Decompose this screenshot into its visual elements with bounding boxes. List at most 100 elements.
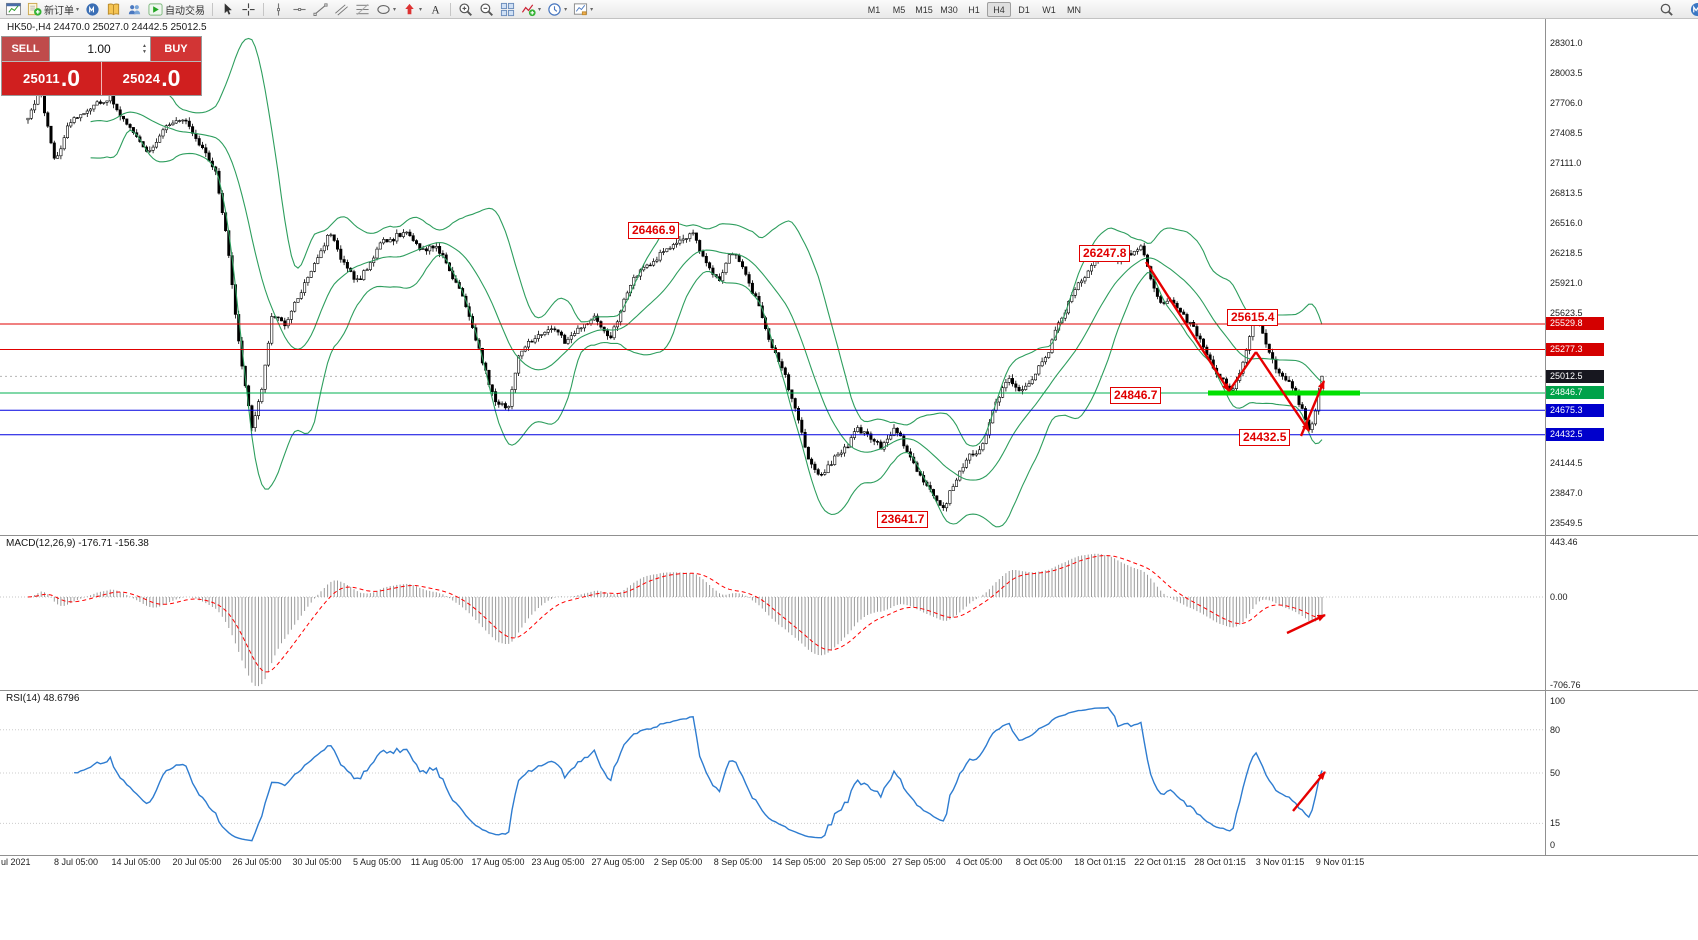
shapes-icon [376,2,391,17]
text-icon: A [428,2,443,17]
time-axis-label: 5 Aug 05:00 [352,857,402,867]
search-icon[interactable] [1657,1,1676,18]
time-axis-label: 4 Oct 05:00 [955,857,1003,867]
zoom-out-icon[interactable] [477,1,496,18]
bollinger-lower-band [90,129,1323,528]
time-axis-label: ul 2021 [1,857,31,867]
timeframe-button-m15[interactable]: M15 [915,4,933,15]
buy-price-panel[interactable]: 25024.0 [102,62,201,95]
chart-window-icon[interactable] [4,1,23,18]
price-scale-label: 25623.5 [1550,308,1583,318]
price-annotation[interactable]: 26247.8 [1079,245,1131,262]
price-scale-label: 28301.0 [1550,38,1583,48]
stepper-down-icon[interactable]: ▼ [142,49,147,55]
equidistant-channel-icon[interactable] [332,1,351,18]
sell-price-big-digit: .0 [60,65,81,91]
new-order-label: 新订单 [44,5,74,17]
macd-scale-label: 443.46 [1550,537,1578,547]
community-icon[interactable] [125,1,144,18]
price-annotation[interactable]: 26466.9 [628,222,680,239]
timeframe-button-m1[interactable]: M1 [867,4,881,15]
timeframe-button-mn[interactable]: MN [1067,4,1081,15]
zoom-in-icon[interactable] [456,1,475,18]
dropdown-caret-icon: ▾ [538,6,542,13]
volume-stepper[interactable]: ▲ ▼ [142,43,147,55]
book-icon[interactable] [104,1,123,18]
indicators-icon[interactable]: ▾ [519,1,543,18]
time-axis-label: 28 Oct 01:15 [1194,857,1246,867]
fibonacci-icon [355,2,370,17]
svg-text:A: A [431,4,440,16]
price-scale-label: 28003.5 [1550,68,1583,78]
sell-price-panel[interactable]: 25011.0 [2,62,102,95]
shapes-icon[interactable]: ▾ [374,1,398,18]
time-axis-label: 11 Aug 05:00 [410,857,464,867]
dropdown-caret-icon: ▾ [393,6,397,13]
timeframe-button-m5[interactable]: M5 [892,4,906,15]
volume-input[interactable]: 1.00 ▲ ▼ [49,37,151,61]
text-icon[interactable]: A [426,1,445,18]
vertical-line-icon[interactable] [269,1,288,18]
new-order-button[interactable]: 新订单 ▾ [25,1,81,18]
price-annotation[interactable]: 24432.5 [1239,429,1291,446]
price-annotation[interactable]: 25615.4 [1227,309,1279,326]
trendline-icon[interactable] [311,1,330,18]
price-scale-label: 26218.5 [1550,248,1583,258]
metaquotes-icon[interactable] [1688,1,1698,18]
sell-button[interactable]: SELL [2,37,49,61]
crosshair-icon[interactable] [239,1,258,18]
price-badge: 25277.3 [1546,343,1604,356]
time-axis-label: 17 Aug 05:00 [471,857,525,867]
autotrading-button[interactable]: 自动交易 [146,1,207,18]
price-badge: 24846.7 [1546,386,1604,399]
timeframe-button-h4[interactable]: H4 [987,2,1011,17]
timeframe-button-d1[interactable]: D1 [1018,4,1030,15]
arrows-icon[interactable]: ▾ [400,1,424,18]
rsi-scale-label: 15 [1550,818,1561,828]
time-axis-label: 8 Sep 05:00 [713,857,763,867]
templates-icon[interactable]: ▾ [571,1,595,18]
toolbar-separator [450,2,452,16]
horizontal-line-icon[interactable] [290,1,309,18]
drawn-trend-arrows[interactable] [1144,261,1326,812]
arrows-icon [402,2,417,17]
stepper-up-icon[interactable]: ▲ [142,43,147,49]
vertical-line-icon [271,2,286,17]
indicators-icon [521,2,536,17]
price-scale-label: 27111.0 [1550,158,1582,168]
main-toolbar: 新订单 ▾ 自动交易 ▾ ▾ A ▾ ▾ ▾ M1 M5 M15 M30 H1 H4 D1 W1 MN [0,0,1698,19]
time-axis-label: 18 Oct 01:15 [1074,857,1126,867]
time-axis-label: 8 Jul 05:00 [53,857,99,867]
time-axis-label: 2 Sep 05:00 [653,857,703,867]
community-icon [127,2,142,17]
cursor-icon[interactable] [218,1,237,18]
time-axis-label: 14 Sep 05:00 [772,857,826,867]
time-axis-label: 27 Aug 05:00 [591,857,645,867]
price-annotation[interactable]: 23641.7 [877,511,929,528]
timeframe-button-m30[interactable]: M30 [940,4,958,15]
tile-windows-icon[interactable] [498,1,517,18]
sell-price-main: 25011 [22,71,60,86]
timeframe-button-w1[interactable]: W1 [1042,4,1056,15]
time-axis-label: 9 Nov 01:15 [1315,857,1365,867]
zoom-out-icon [479,2,494,17]
time-axis-label: 20 Sep 05:00 [832,857,886,867]
tile-windows-icon [500,2,515,17]
mql5-icon[interactable] [83,1,102,18]
timeframe-toolbar: M1 M5 M15 M30 H1 H4 D1 W1 MN [862,2,1086,17]
fibonacci-icon[interactable] [353,1,372,18]
buy-button[interactable]: BUY [151,37,201,61]
toolbar-separator [212,2,214,16]
price-annotation[interactable]: 24846.7 [1110,387,1162,404]
rsi-scale-label: 100 [1550,696,1566,706]
macd-signal-line [27,555,1323,673]
dropdown-caret-icon: ▾ [419,6,423,13]
periods-icon[interactable]: ▾ [545,1,569,18]
trade-widget-prices: 25011.0 25024.0 [2,62,201,95]
volume-value[interactable]: 1.00 [87,42,111,56]
autotrading-icon [148,2,163,17]
timeframe-button-h1[interactable]: H1 [968,4,980,15]
rsi-line [74,706,1323,842]
